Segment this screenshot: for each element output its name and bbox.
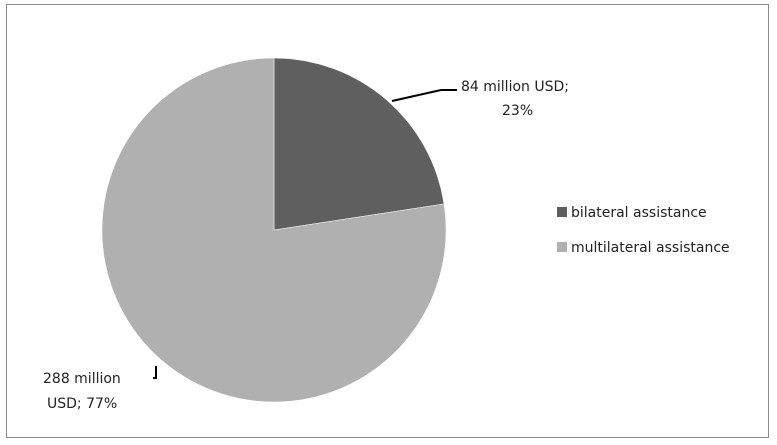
pie-slice-bilateral [273, 57, 445, 231]
data-label-multilateral-line1: 288 million [43, 371, 121, 387]
leader-line-multilateral [153, 366, 157, 379]
legend: bilateral assistance multilateral assist… [557, 205, 730, 256]
pie-slice-multilateral [101, 57, 447, 403]
legend-label-bilateral: bilateral assistance [571, 205, 707, 221]
pie-slices [101, 57, 447, 403]
legend-swatch-multilateral [557, 242, 567, 252]
data-label-bilateral-line1: 84 million USD; [461, 79, 569, 95]
legend-swatch-bilateral [557, 207, 567, 217]
data-label-bilateral-line2: 23% [502, 103, 533, 119]
leader-line-bilateral [391, 89, 457, 102]
legend-label-multilateral: multilateral assistance [571, 240, 730, 256]
data-label-multilateral-line2: USD; 77% [47, 396, 117, 412]
